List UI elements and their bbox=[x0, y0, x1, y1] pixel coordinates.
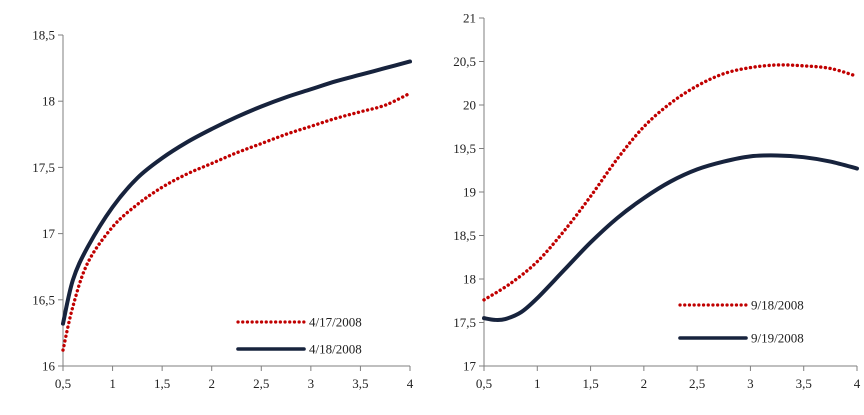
y-tick-label: 17 bbox=[42, 226, 56, 241]
x-tick-label: 3 bbox=[308, 376, 315, 391]
y-tick-label: 16 bbox=[42, 359, 56, 374]
x-tick-label: 0,5 bbox=[476, 376, 492, 391]
x-tick-label: 1,5 bbox=[154, 376, 170, 391]
y-tick-label: 18,5 bbox=[32, 28, 55, 43]
y-tick-label: 17,5 bbox=[32, 160, 55, 175]
x-tick-label: 2,5 bbox=[253, 376, 269, 391]
y-tick-label: 21 bbox=[463, 11, 476, 26]
x-tick-label: 2,5 bbox=[689, 376, 705, 391]
y-tick-label: 19 bbox=[463, 185, 476, 200]
x-tick-label: 1,5 bbox=[582, 376, 598, 391]
y-tick-label: 20,5 bbox=[453, 54, 476, 69]
y-tick-label: 18 bbox=[463, 272, 476, 287]
y-tick-label: 18,5 bbox=[453, 228, 476, 243]
x-tick-label: 4 bbox=[407, 376, 414, 391]
x-tick-label: 3,5 bbox=[352, 376, 368, 391]
x-tick-label: 2 bbox=[208, 376, 215, 391]
y-tick-label: 17 bbox=[463, 359, 477, 374]
x-tick-label: 4 bbox=[854, 376, 861, 391]
x-tick-label: 1 bbox=[534, 376, 541, 391]
legend-label: 4/17/2008 bbox=[309, 315, 362, 330]
legend: 4/17/2008 4/18/2008 bbox=[236, 315, 362, 357]
y-tick-label: 16,5 bbox=[32, 292, 55, 307]
series-line-4-18-2008 bbox=[61, 59, 412, 326]
series-line-4-17-2008 bbox=[61, 91, 412, 352]
series-line-9-18-2008 bbox=[482, 63, 859, 302]
legend-label: 4/18/2008 bbox=[309, 342, 362, 357]
legend-label: 9/19/2008 bbox=[751, 331, 804, 346]
y-tick-label: 20 bbox=[463, 98, 476, 113]
x-tick-label: 3 bbox=[747, 376, 754, 391]
x-tick-label: 0,5 bbox=[55, 376, 71, 391]
y-tick-label: 18 bbox=[42, 94, 55, 109]
y-tick-label: 17,5 bbox=[453, 315, 476, 330]
legend-label: 9/18/2008 bbox=[751, 298, 804, 313]
x-tick-label: 2 bbox=[641, 376, 648, 391]
chart-panel-2: 17 17,5 18 18,5 19 19,5 20 20,5 21 0,5 1 1,5 2 2,5 3 3,… bbox=[453, 11, 861, 392]
series-line-9-19-2008 bbox=[482, 153, 859, 323]
y-tick-label: 19,5 bbox=[453, 141, 476, 156]
x-tick-label: 1 bbox=[109, 376, 116, 391]
chart-panel-1: 16 16,5 17 17,5 18 18,5 0,5 1 1,5 2 2,5 3 3,5 4 4/17/2… bbox=[32, 28, 414, 392]
legend: 9/18/2008 9/19/2008 bbox=[678, 298, 804, 346]
x-tick-label: 3,5 bbox=[796, 376, 812, 391]
